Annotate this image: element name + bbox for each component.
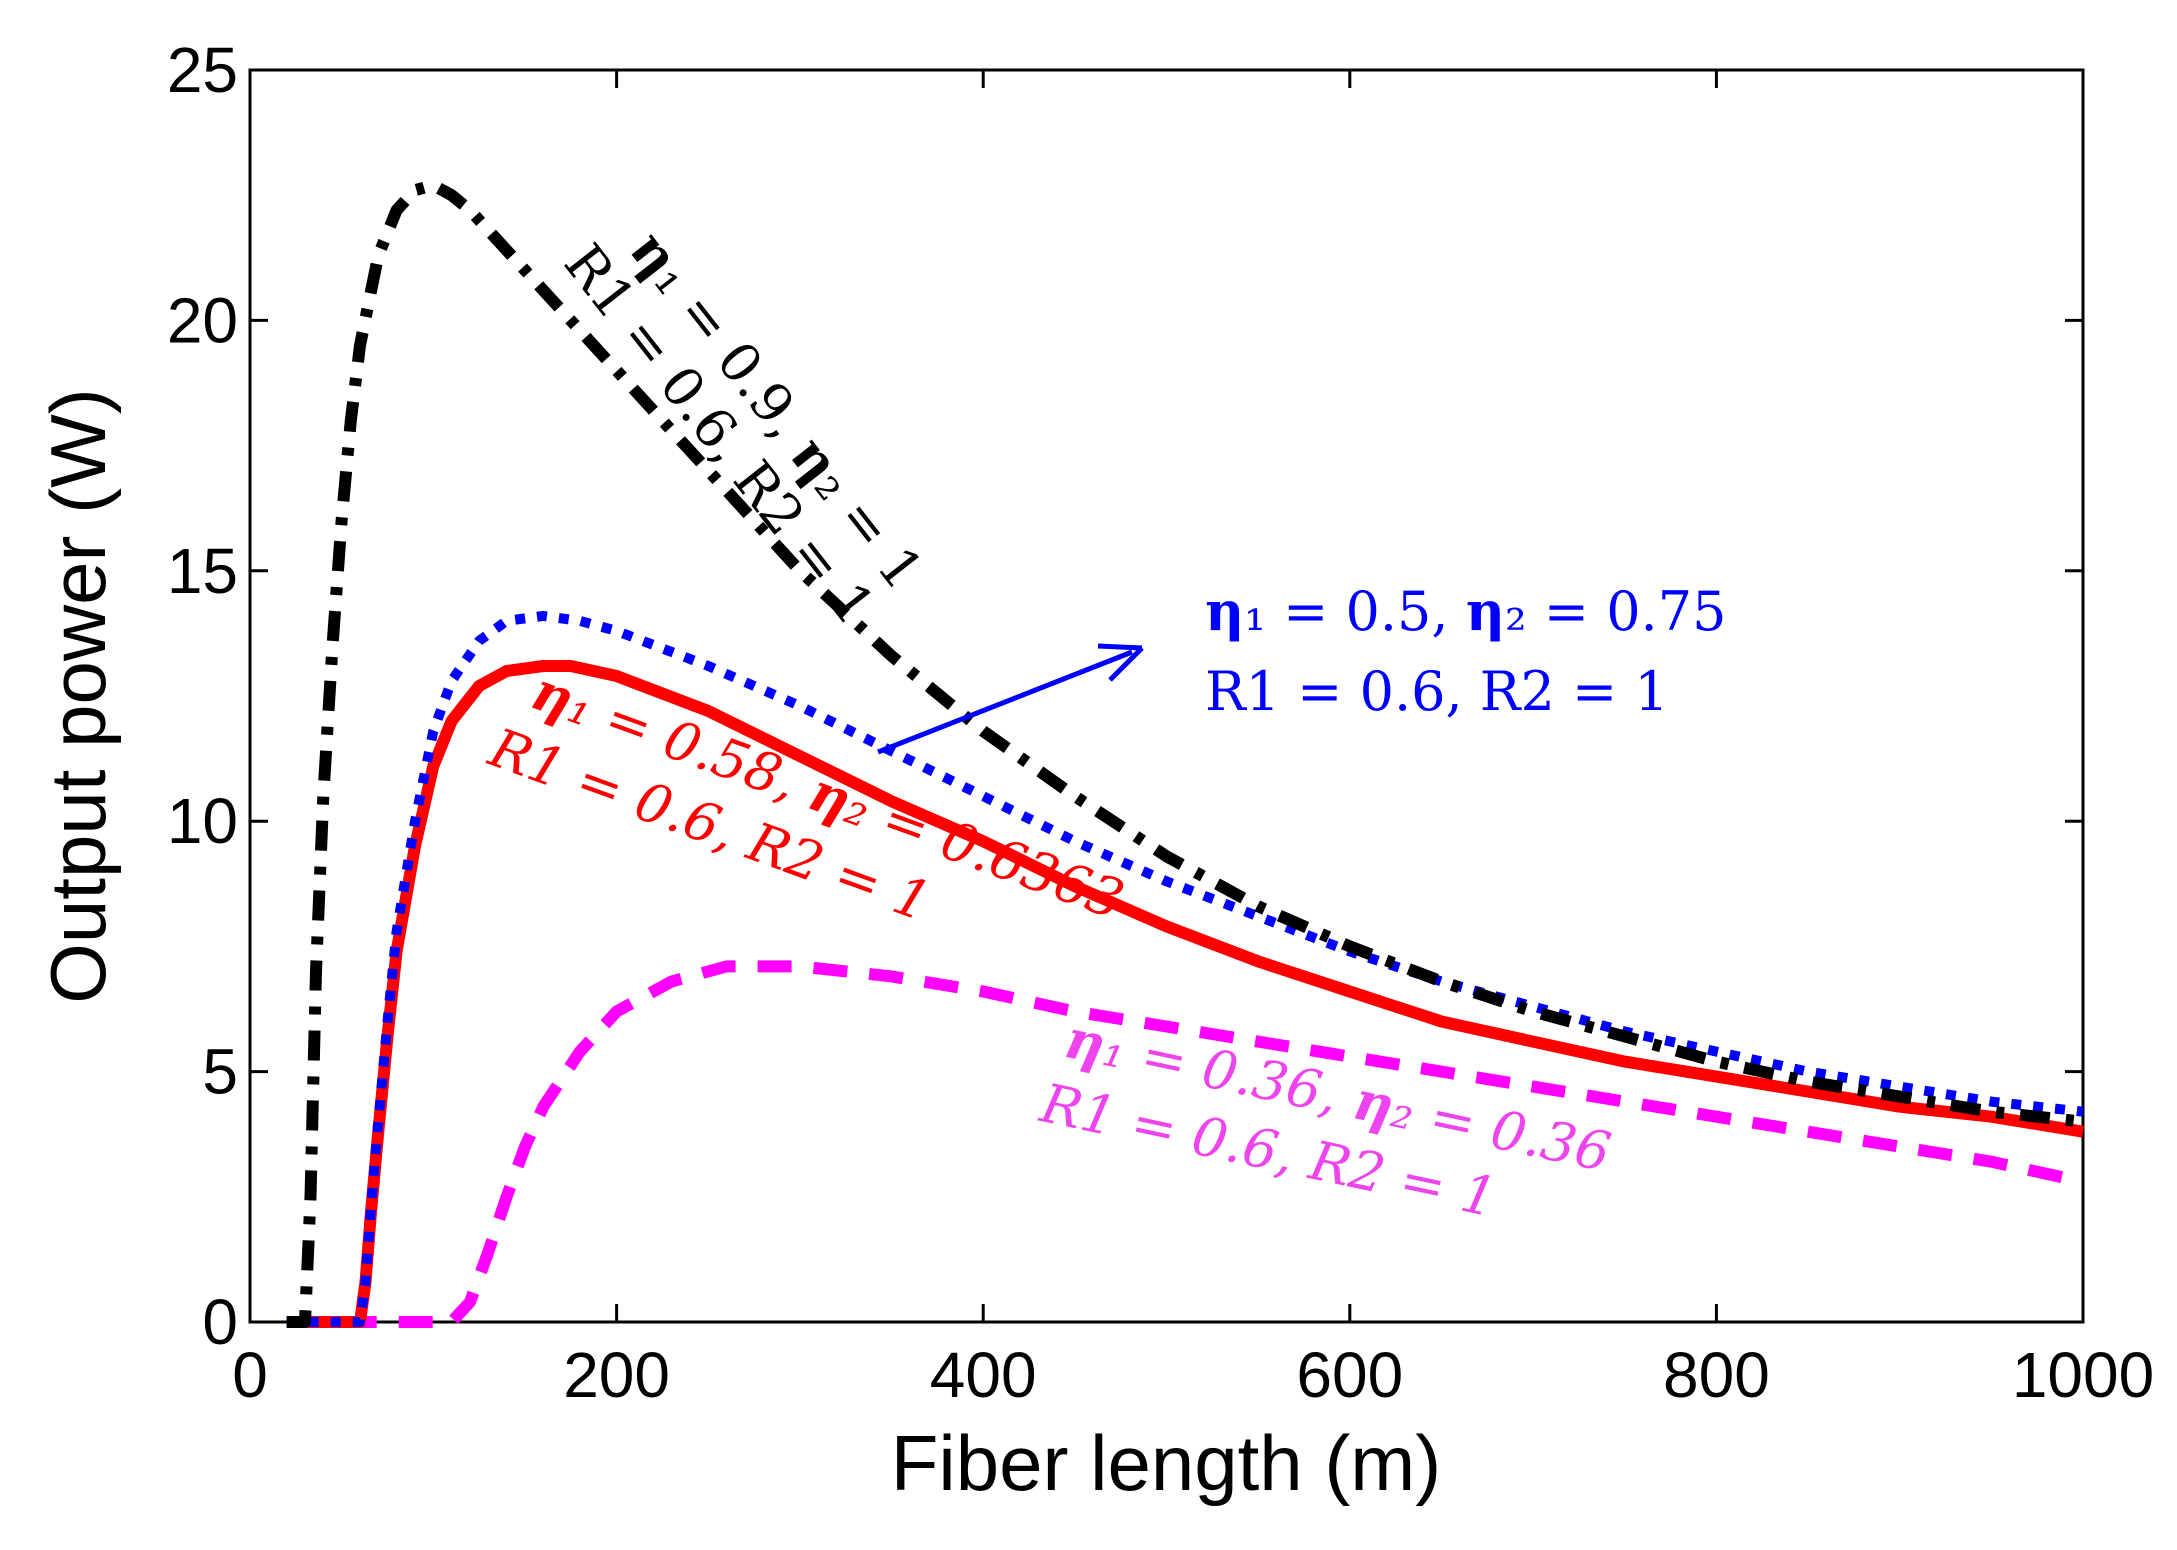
annotation-black: η₁ = 0.9, η₂ = 1 R1 = 0.6, R2 = 1: [552, 219, 936, 637]
series-line-dashed: [286, 960, 2085, 1328]
annotation-red: η₁ = 0.58, η₂ = 0.6363 R1 = 0.6, R2 = 1: [481, 658, 1132, 934]
plot-area: 0 200 400 600 800 1000 0 5 10 15 20 25: [167, 34, 2154, 1411]
plot-frame: [248, 68, 2085, 1324]
series-layer: [286, 179, 2085, 1328]
annotation-blue-line2: R1 = 0.6, R2 = 1: [1205, 660, 1669, 723]
y-tick-label: 25: [167, 34, 238, 106]
x-tick-label: 1000: [2012, 1339, 2154, 1411]
blue-annotation-arrow: [877, 643, 1144, 755]
x-tick-label: 400: [930, 1339, 1037, 1411]
annotation-blue-line1: η₁ = 0.5, η₂ = 0.75: [1205, 579, 1726, 643]
y-tick-label: 0: [202, 1286, 238, 1358]
arrow-head: [1097, 643, 1144, 682]
annotation-blue-part2: ₂ = 0.75: [1505, 580, 1726, 643]
annotation-blue-eta1: η: [1205, 579, 1244, 643]
y-tick-label: 10: [167, 785, 238, 857]
y-tick-label: 15: [167, 535, 238, 607]
ticks-layer: 0 200 400 600 800 1000 0 5 10 15 20 25: [167, 34, 2154, 1411]
x-tick-label: 0: [232, 1339, 268, 1411]
x-tick-label: 800: [1663, 1339, 1770, 1411]
annotation-blue-eta2: η: [1466, 579, 1505, 643]
annotation-blue-part1: ₁ = 0.5,: [1244, 580, 1465, 643]
y-tick-label: 5: [202, 1036, 238, 1108]
arrow-shaft: [877, 649, 1133, 755]
x-tick-label: 200: [563, 1339, 670, 1411]
y-tick-label: 20: [167, 284, 238, 356]
y-axis-title: Output power (W): [34, 388, 122, 1004]
x-tick-label: 600: [1296, 1339, 1403, 1411]
annotation-blue: η₁ = 0.5, η₂ = 0.75 R1 = 0.6, R2 = 1: [1205, 579, 1726, 723]
x-axis-title: Fiber length (m): [891, 1419, 1442, 1507]
